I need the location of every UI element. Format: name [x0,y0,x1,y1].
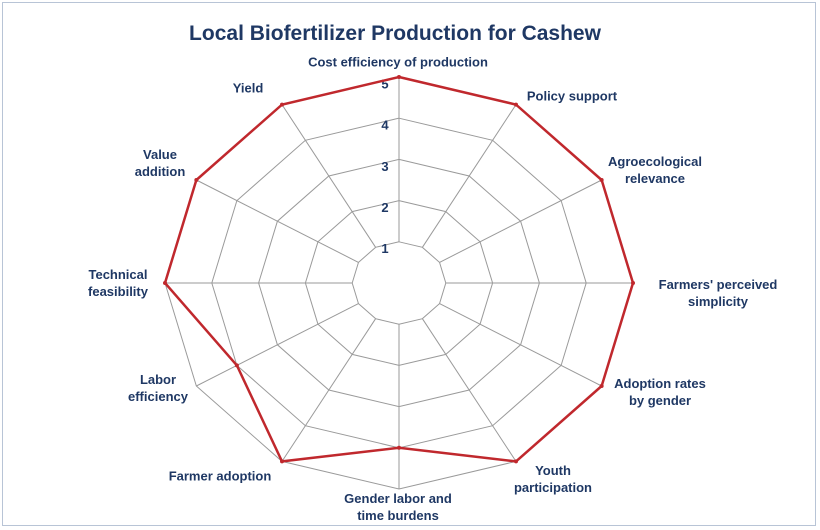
spoke [421,318,517,462]
chart-title: Local Biofertilizer Production for Cashe… [189,22,601,45]
radar-point [397,75,401,79]
spoke [196,179,359,263]
radar-point [514,459,518,464]
spoke [439,179,602,263]
axis-label: Farmer adoption [168,468,272,484]
r-tick-label: 5 [381,76,388,91]
r-tick-label: 1 [381,241,388,256]
radar-point [631,281,635,285]
radar-point [397,445,401,450]
grid-ring [351,241,447,325]
radar-point [163,281,167,285]
spoke [196,303,359,387]
radar-point [514,102,518,107]
axis-label: Gender labor and time burdens [344,491,452,523]
r-tick-label: 4 [381,118,389,133]
radar-point [599,178,604,182]
spoke [281,318,377,462]
axis-label: Farmers' perceived simplicity [658,277,778,309]
radar-point [234,363,239,368]
r-tick-label: 2 [381,200,388,215]
axis-label: Youth participation [513,463,592,495]
axis-label: Labor efficiency [128,372,188,404]
axis-label: Cost efficiency of production [308,54,488,70]
radar-point [280,102,284,107]
spoke [421,104,517,248]
radar-point [194,178,199,182]
axis-label: Policy support [526,88,618,104]
axis-label: Yield [232,80,264,96]
spoke [281,104,377,248]
r-tick-label: 3 [381,159,388,174]
spoke [439,303,602,387]
radar-point [280,459,284,464]
axis-label: Value addition [134,147,186,179]
radar-point [599,384,604,388]
axis-label: Adoption rates by gender [614,376,706,408]
axis-label: Agroecological relevance [608,154,702,186]
axis-label: Technical feasibility [88,267,148,299]
